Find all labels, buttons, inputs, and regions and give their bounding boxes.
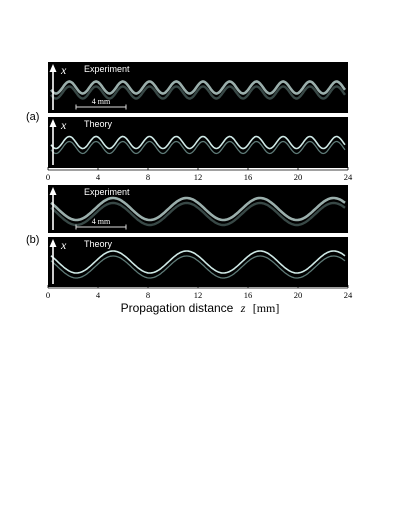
panel-label-b: (b) bbox=[26, 234, 39, 246]
panel-a-tick-label: 0 bbox=[46, 172, 50, 182]
figure-dynamic-content: x Experiment 4 mm x Theory 0 4 8 12 16 20 24 Experim… bbox=[46, 62, 353, 300]
panel-b-tick-label: 0 bbox=[46, 290, 50, 300]
panel-b-tick-label: 24 bbox=[344, 290, 353, 300]
panel-a-experiment-scale-bar-label: 4 mm bbox=[92, 97, 111, 106]
x-axis-title: Propagation distance z [mm] bbox=[121, 301, 280, 315]
panel-a-tick-label: 16 bbox=[244, 172, 253, 182]
panel-b-tick-label: 4 bbox=[96, 290, 101, 300]
x-axis-label: Propagation distance bbox=[121, 301, 234, 315]
panel-a-theory-axis-variable: x bbox=[60, 118, 67, 132]
panel-b-theory-secondary-beam bbox=[50, 255, 346, 279]
panel-b-tick-label: 8 bbox=[146, 290, 150, 300]
panel-a-tick-label: 24 bbox=[344, 172, 353, 182]
panel-b-tick-label: 12 bbox=[194, 290, 203, 300]
panel-a-tick-label: 8 bbox=[146, 172, 150, 182]
panel-a-tick-label: 12 bbox=[194, 172, 203, 182]
panel-a-tick-label: 4 bbox=[96, 172, 101, 182]
panel-a-experiment-main-beam bbox=[50, 80, 347, 95]
panel-a-experiment-axis-arrowhead bbox=[49, 64, 57, 72]
x-axis-unit: [mm] bbox=[253, 301, 280, 315]
panel-a-tick-label: 20 bbox=[294, 172, 303, 182]
panel-a-experiment-axis-variable: x bbox=[60, 63, 67, 77]
panel-b-tick-label: 16 bbox=[244, 290, 253, 300]
x-axis-variable: z bbox=[240, 301, 246, 315]
panel-a-experiment-secondary-beam bbox=[50, 85, 346, 100]
panel-b-experiment-main-beam bbox=[50, 196, 346, 222]
panel-label-a: (a) bbox=[26, 111, 39, 123]
panel-a-theory-axis-arrowhead bbox=[49, 119, 57, 127]
panel-b-experiment-scale-bar-label: 4 mm bbox=[92, 217, 111, 226]
panel-a-theory-secondary-beam bbox=[50, 140, 346, 155]
panel-b-theory-title: Theory bbox=[84, 239, 113, 249]
panel-b-experiment-axis-arrowhead bbox=[49, 187, 57, 195]
panel-a-theory-title: Theory bbox=[84, 119, 113, 129]
panel-b-theory-main-beam bbox=[50, 250, 346, 274]
panel-b-theory-axis-arrowhead bbox=[49, 239, 57, 247]
panel-b-theory-image bbox=[48, 237, 348, 287]
panel-b-tick-label: 20 bbox=[294, 290, 303, 300]
panel-a-theory-main-beam bbox=[50, 135, 346, 150]
panel-a-experiment-title: Experiment bbox=[84, 64, 130, 74]
panel-b-experiment-secondary-beam bbox=[50, 201, 346, 227]
panel-b-experiment-title: Experiment bbox=[84, 187, 130, 197]
panel-b-theory-axis-variable: x bbox=[60, 238, 67, 252]
